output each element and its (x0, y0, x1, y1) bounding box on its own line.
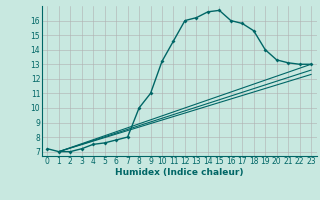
X-axis label: Humidex (Indice chaleur): Humidex (Indice chaleur) (115, 168, 244, 177)
